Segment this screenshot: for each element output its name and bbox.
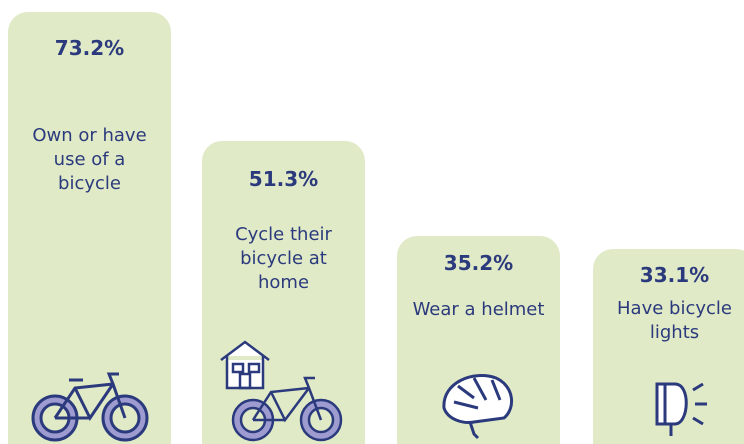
house-bicycle-icon [219, 340, 342, 442]
bar: 35.2% Wear a helmet [397, 236, 560, 444]
value-label: 33.1% [639, 262, 710, 287]
helmet-icon [441, 374, 513, 440]
bicycle-icon [31, 372, 148, 442]
value-label: 51.3% [248, 167, 319, 192]
category-label: Own or have use of a bicycle [32, 125, 147, 195]
value-label: 73.2% [54, 36, 125, 61]
category-label: Cycle their bicycle at home [235, 224, 332, 294]
category-label: Wear a helmet [412, 299, 545, 321]
bar: 73.2% Own or have use of a bicycle [8, 12, 171, 444]
light-icon [655, 382, 707, 436]
category-label: Have bicycle lights [617, 297, 732, 343]
bar: 51.3% Cycle their bicycle at home [202, 141, 365, 444]
value-label: 35.2% [443, 251, 514, 276]
bar: 33.1% Have bicycle lights [593, 248, 744, 444]
